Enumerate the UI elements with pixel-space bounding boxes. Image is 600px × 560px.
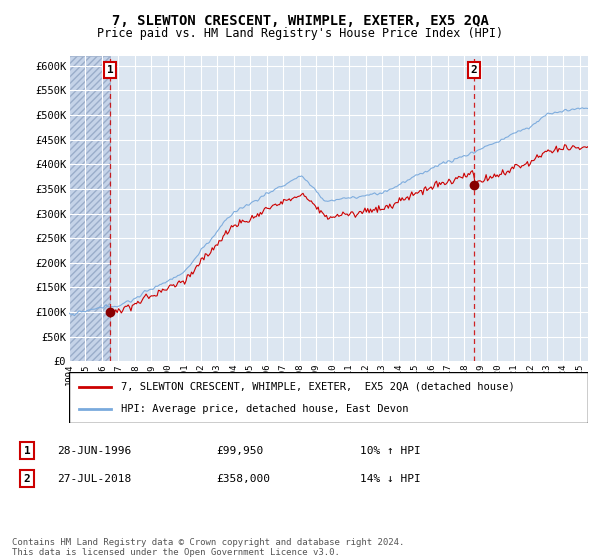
Text: 10% ↑ HPI: 10% ↑ HPI xyxy=(360,446,421,456)
Text: £99,950: £99,950 xyxy=(216,446,263,456)
Text: 7, SLEWTON CRESCENT, WHIMPLE, EXETER,  EX5 2QA (detached house): 7, SLEWTON CRESCENT, WHIMPLE, EXETER, EX… xyxy=(121,381,515,391)
Text: 1: 1 xyxy=(107,65,113,75)
Text: 1: 1 xyxy=(23,446,31,456)
Text: Price paid vs. HM Land Registry's House Price Index (HPI): Price paid vs. HM Land Registry's House … xyxy=(97,27,503,40)
Text: Contains HM Land Registry data © Crown copyright and database right 2024.
This d: Contains HM Land Registry data © Crown c… xyxy=(12,538,404,557)
Text: 14% ↓ HPI: 14% ↓ HPI xyxy=(360,474,421,484)
Text: HPI: Average price, detached house, East Devon: HPI: Average price, detached house, East… xyxy=(121,404,409,414)
Text: 2: 2 xyxy=(470,65,477,75)
Text: £358,000: £358,000 xyxy=(216,474,270,484)
Text: 27-JUL-2018: 27-JUL-2018 xyxy=(57,474,131,484)
FancyBboxPatch shape xyxy=(69,372,588,423)
Text: 7, SLEWTON CRESCENT, WHIMPLE, EXETER, EX5 2QA: 7, SLEWTON CRESCENT, WHIMPLE, EXETER, EX… xyxy=(112,14,488,28)
Text: 28-JUN-1996: 28-JUN-1996 xyxy=(57,446,131,456)
Bar xyxy=(69,56,110,361)
Text: 2: 2 xyxy=(23,474,31,484)
